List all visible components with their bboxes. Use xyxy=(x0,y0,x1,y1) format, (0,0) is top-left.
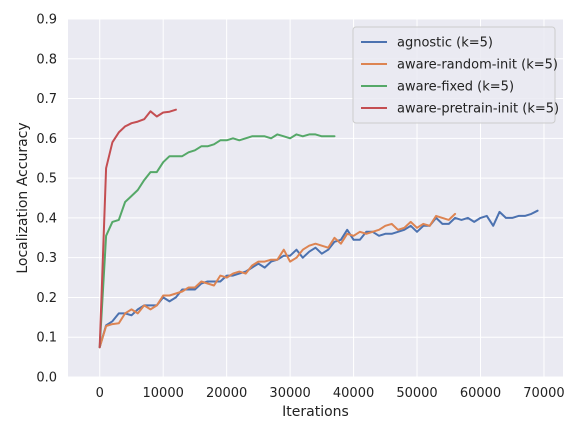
x-axis-label: Iterations xyxy=(282,404,349,420)
x-tick-label: 40000 xyxy=(333,386,374,401)
x-tick-label: 30000 xyxy=(269,386,310,401)
legend-label: agnostic (k=5) xyxy=(397,36,493,51)
y-tick-label: 0.4 xyxy=(36,211,57,226)
x-tick-label: 70000 xyxy=(523,386,564,401)
legend-label: aware-fixed (k=5) xyxy=(397,80,514,95)
x-tick-label: 50000 xyxy=(396,386,437,401)
series-line xyxy=(98,108,177,349)
y-axis-label: Localization Accuracy xyxy=(15,122,31,273)
tick-labels: 0.0 0.1 0.2 0.3 0.4 0.5 0.6 0.7 0.8 0.9 0 10000 2000… xyxy=(36,13,564,402)
y-tick-label: 0.3 xyxy=(36,251,57,266)
x-tick-label: 60000 xyxy=(460,386,501,401)
series-layer xyxy=(98,108,539,349)
legend: agnostic (k=5) aware-random-init (k=5) awa… xyxy=(352,26,559,124)
y-tick-label: 0.7 xyxy=(36,92,57,107)
y-tick-label: 0.1 xyxy=(36,331,57,346)
legend-label: aware-random-init (k=5) xyxy=(397,58,558,73)
y-tick-label: 0.6 xyxy=(36,132,57,147)
grid xyxy=(68,18,563,378)
x-tick-label: 0 xyxy=(96,386,104,401)
x-tick-label: 20000 xyxy=(206,386,247,401)
legend-box xyxy=(352,26,556,124)
y-tick-label: 0.0 xyxy=(36,371,57,386)
y-tick-label: 0.8 xyxy=(36,52,57,67)
x-tick-label: 10000 xyxy=(143,386,184,401)
series-line xyxy=(98,133,336,349)
y-tick-label: 0.2 xyxy=(36,291,57,306)
y-tick-label: 0.5 xyxy=(36,172,57,187)
legend-label: aware-pretrain-init (k=5) xyxy=(397,102,559,117)
series-line xyxy=(98,209,539,349)
y-tick-label: 0.9 xyxy=(36,13,57,28)
series-line xyxy=(98,212,457,349)
